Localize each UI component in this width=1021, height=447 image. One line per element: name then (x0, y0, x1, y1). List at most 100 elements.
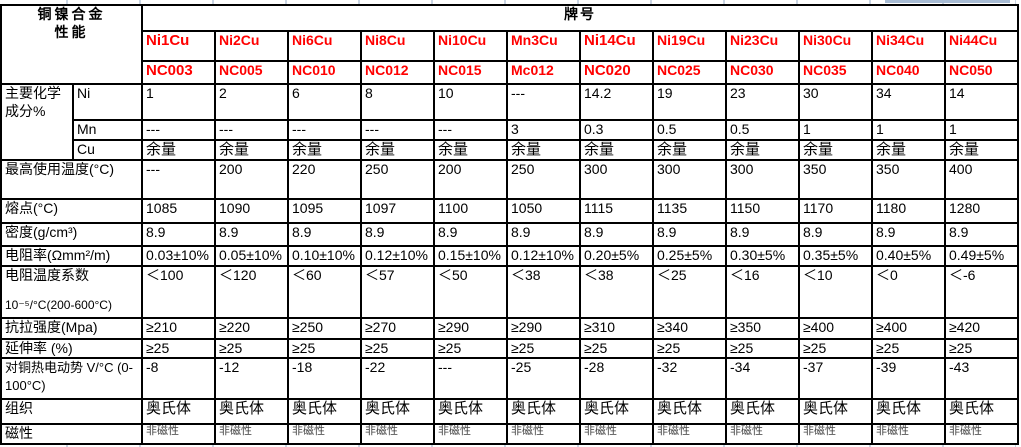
value-cell: 0.10±10% (287, 245, 362, 267)
value-cell: 8.9 (506, 222, 581, 248)
grade-header: Ni6Cu (287, 30, 362, 62)
chem-row: 主要化学成分% Ni 1 2 6 8 10 --- 14.2 19 23 30 34 14 (0, 82, 1020, 162)
value-cell: 350 (798, 159, 873, 201)
value-cell: 14.2 (579, 83, 654, 121)
value-cell: 余量 (214, 138, 289, 162)
code-header: NC020 (579, 60, 654, 85)
row-label: 磁性 (0, 423, 143, 446)
chem-sublabel: Mn (72, 119, 143, 141)
value-cell: -18 (287, 357, 362, 401)
value-cell: 奥氏体 (871, 398, 946, 426)
value-cell: 0.5 (652, 119, 727, 141)
value-cell: ≥25 (360, 337, 435, 360)
code-header: NC040 (871, 60, 946, 85)
value-cell: 1180 (871, 198, 946, 225)
code-header: NC010 (287, 60, 362, 85)
value-cell: 奥氏体 (287, 398, 362, 426)
value-cell: ≥250 (287, 316, 362, 340)
value-cell: ＜38 (506, 264, 581, 319)
value-cell: -32 (652, 357, 727, 401)
row-label: 对铜热电动势 V/°C (0-100°C) (0, 357, 143, 401)
property-row: 电阻率(Ωmm²/m) 0.03±10% 0.05±10% 0.10±10% 0.12±… (0, 245, 1020, 267)
code-header: NC005 (214, 60, 289, 85)
code-header: NC050 (943, 60, 1020, 85)
value-cell: 8.9 (141, 222, 216, 248)
alloy-property-table: 铜镍合金 性能 牌号 Ni1Cu Ni2Cu Ni6Cu Ni8Cu Ni10Cu Mn3… (0, 4, 1020, 446)
property-row: 磁性 非磁性 非磁性 非磁性 非磁性 非磁性 非磁性 非磁性 非磁性 非磁性 非磁性 非磁性 非磁性 (0, 423, 1020, 446)
value-cell: --- (214, 119, 289, 141)
row-label: 电阻温度系数 10⁻⁵/°C(200-600°C) (0, 264, 143, 319)
value-cell: 非磁性 (798, 423, 873, 446)
property-row: 对铜热电动势 V/°C (0-100°C) -8 -12 -18 -22 --- -25 -2… (0, 357, 1020, 401)
value-cell: 奥氏体 (579, 398, 654, 426)
value-cell: 非磁性 (287, 423, 362, 446)
row-label: 密度(g/cm³) (0, 222, 143, 248)
value-cell: 0.03±10% (141, 245, 216, 267)
value-cell: 300 (652, 159, 727, 201)
value-cell: ≥220 (214, 316, 289, 340)
grade-header-row: Ni1Cu Ni2Cu Ni6Cu Ni8Cu Ni10Cu Mn3Cu Ni14Cu Ni1… (1, 30, 1020, 62)
value-cell: 余量 (725, 138, 800, 162)
row-label: 延伸率 (%) (0, 337, 143, 360)
value-cell: 1 (943, 119, 1020, 141)
value-cell: -43 (943, 357, 1020, 401)
value-cell: --- (506, 83, 581, 121)
row-label: 最高使用温度(°C) (0, 159, 143, 201)
value-cell: ＜57 (360, 264, 435, 319)
row-label-line1: 电阻温度系数 (5, 266, 89, 283)
value-cell: 非磁性 (141, 423, 216, 446)
value-cell: 0.20±5% (579, 245, 654, 267)
chem-row: Cu 余量 余量 余量 余量 余量 余量 余量 余量 余量 余量 余量 余量 (1, 138, 1020, 162)
value-cell: ≥25 (652, 337, 727, 360)
value-cell: ≥25 (579, 337, 654, 360)
value-cell: 0.30±5% (725, 245, 800, 267)
value-cell: 余量 (943, 138, 1020, 162)
value-cell: ＜0 (871, 264, 946, 319)
value-cell: 8.9 (871, 222, 946, 248)
value-cell: ＜38 (579, 264, 654, 319)
value-cell: 奥氏体 (652, 398, 727, 426)
value-cell: 非磁性 (506, 423, 581, 446)
value-cell: --- (141, 119, 216, 141)
row-label: 组织 (0, 398, 143, 426)
value-cell: 14 (943, 83, 1020, 121)
value-cell: 非磁性 (725, 423, 800, 446)
value-cell: 非磁性 (579, 423, 654, 446)
value-cell: 余量 (287, 138, 362, 162)
property-row: 熔点(°C) 1085 1090 1095 1097 1100 1050 1115 1135 11… (0, 198, 1020, 225)
property-row: 电阻温度系数 10⁻⁵/°C(200-600°C) ＜100 ＜120 ＜60 ＜57 ＜5… (0, 264, 1020, 319)
value-cell: 8.9 (579, 222, 654, 248)
value-cell: 8.9 (360, 222, 435, 248)
grade-header: Ni34Cu (871, 30, 946, 62)
value-cell: 非磁性 (871, 423, 946, 446)
top-grid-strip (0, 0, 1021, 4)
value-cell: 奥氏体 (141, 398, 216, 426)
value-cell: ＜100 (141, 264, 216, 319)
value-cell: ≥25 (214, 337, 289, 360)
value-cell: ＜25 (652, 264, 727, 319)
grade-header: Ni30Cu (798, 30, 873, 62)
value-cell: 奥氏体 (943, 398, 1020, 426)
value-cell: ＜50 (433, 264, 508, 319)
value-cell: --- (433, 119, 508, 141)
value-cell: 3 (506, 119, 581, 141)
value-cell: 非磁性 (433, 423, 508, 446)
code-header: Mc012 (506, 60, 581, 85)
value-cell: 1095 (287, 198, 362, 225)
property-row: 抗拉强度(Mpa) ≥210 ≥220 ≥250 ≥270 ≥290 ≥290 ≥310 ≥34… (0, 316, 1020, 340)
value-cell: 220 (287, 159, 362, 201)
grade-header: Ni19Cu (652, 30, 727, 62)
value-cell: 0.15±10% (433, 245, 508, 267)
value-cell: 非磁性 (214, 423, 289, 446)
chem-sublabel: Ni (72, 83, 143, 121)
value-cell: ＜16 (725, 264, 800, 319)
grade-header: Ni2Cu (214, 30, 289, 62)
value-cell: 余量 (433, 138, 508, 162)
value-cell: 300 (579, 159, 654, 201)
grade-header: Ni10Cu (433, 30, 508, 62)
value-cell: 奥氏体 (798, 398, 873, 426)
value-cell: 1085 (141, 198, 216, 225)
code-header: NC035 (798, 60, 873, 85)
value-cell: -39 (871, 357, 946, 401)
value-cell: 0.3 (579, 119, 654, 141)
